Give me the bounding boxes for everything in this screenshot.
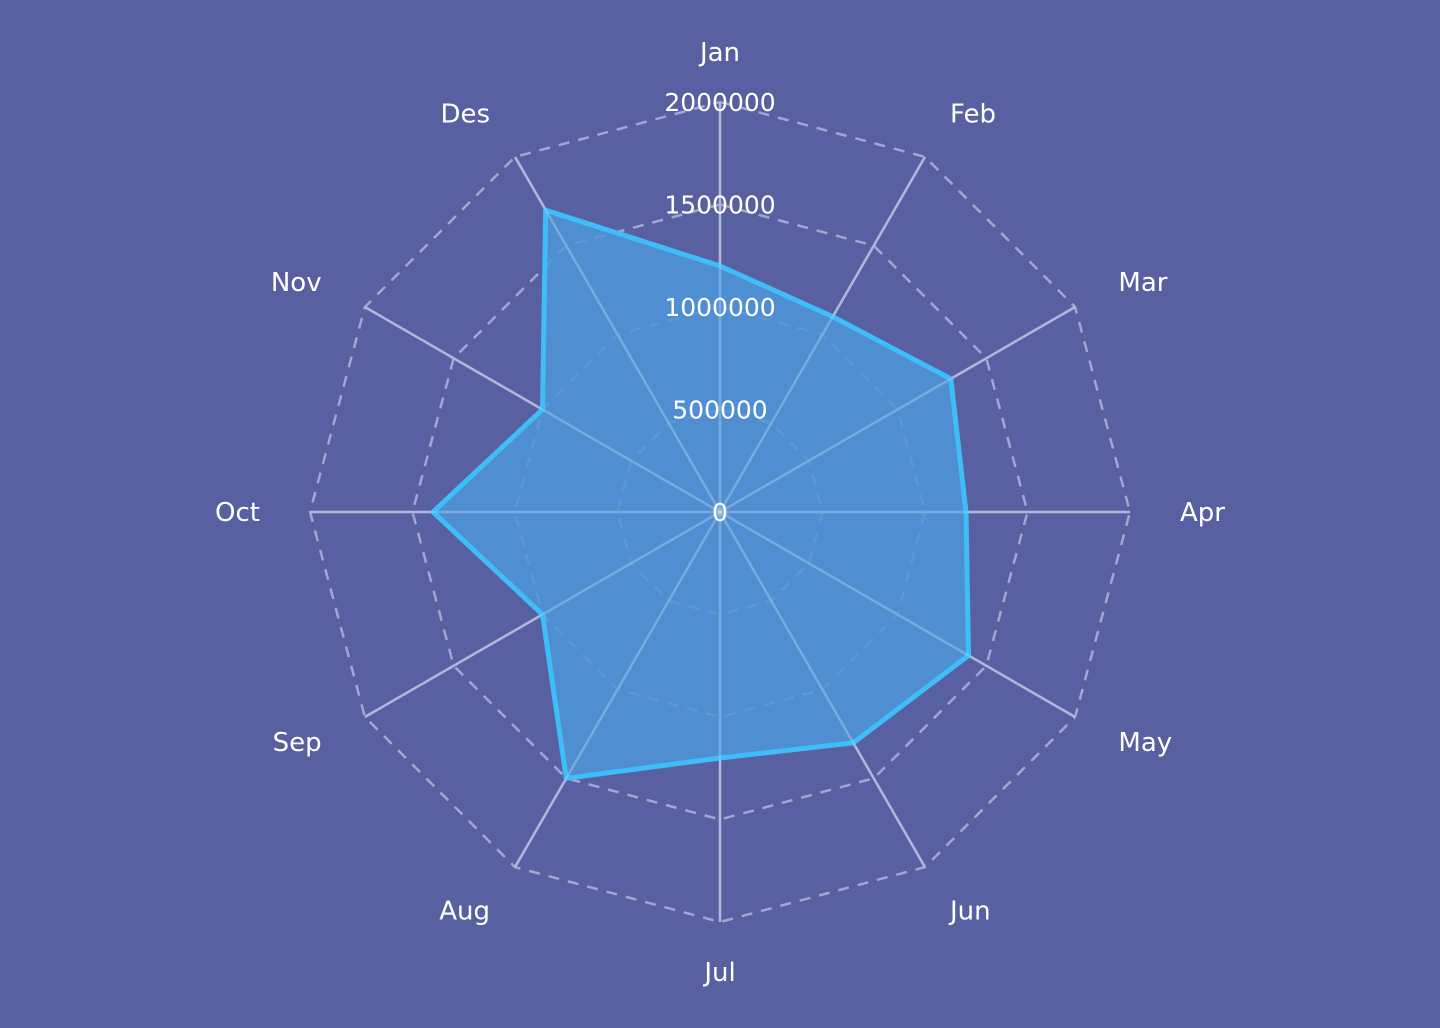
radial-tick-label: 2000000 [664, 88, 775, 117]
grid-spoke-overlay [719, 305, 1076, 514]
grid-spoke-overlay [513, 511, 722, 868]
category-label-sep: Sep [273, 728, 322, 758]
radial-tick-label: 0 [712, 498, 728, 527]
category-label-mar: Mar [1118, 268, 1167, 298]
category-label-may: May [1118, 728, 1172, 758]
grid-spoke-overlay [718, 511, 927, 868]
series-layer [310, 102, 1130, 922]
radial-tick-label: 1500000 [664, 191, 775, 220]
radial-tick-label: 1000000 [664, 293, 775, 322]
category-label-jul: Jul [702, 958, 735, 988]
grid-spoke-overlay [719, 510, 1076, 719]
category-label-jan: Jan [698, 38, 740, 68]
grid-spoke-overlay [364, 305, 721, 514]
grid-spoke-overlay [513, 156, 722, 513]
grid-spoke-overlay [364, 510, 721, 719]
label-layer: 0 500000 1000000 1500000 2000000 Jan Feb Mar Apr… [215, 38, 1225, 988]
category-label-des: Des [440, 100, 490, 130]
category-label-jun: Jun [948, 896, 991, 926]
category-label-feb: Feb [950, 100, 996, 130]
grid-spoke-overlay [718, 156, 927, 513]
radial-tick-label: 500000 [672, 396, 767, 425]
category-label-oct: Oct [215, 498, 260, 528]
category-label-aug: Aug [439, 896, 490, 926]
category-label-nov: Nov [271, 268, 322, 298]
category-label-apr: Apr [1180, 498, 1225, 528]
series-area [429, 206, 972, 782]
